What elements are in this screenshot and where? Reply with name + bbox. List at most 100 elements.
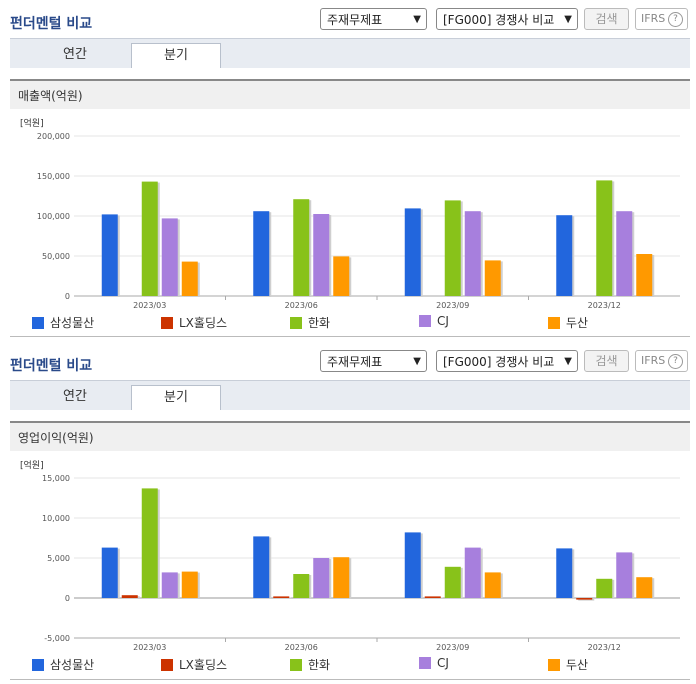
divider (10, 336, 690, 337)
statement-select[interactable]: 주재무제표 ▼ (320, 350, 427, 372)
search-button[interactable]: 검색 (584, 350, 629, 372)
chevron-down-icon: ▼ (564, 14, 572, 25)
bar-두산 (636, 577, 653, 598)
legend-item[interactable]: 한화 (290, 314, 330, 331)
tab-quarterly[interactable]: 분기 (131, 385, 221, 410)
ifrs-badge[interactable]: IFRS? (635, 8, 688, 30)
legend-swatch (419, 657, 431, 669)
bar-한화 (444, 566, 461, 598)
bar-CJ (616, 552, 633, 598)
sales-chart: [억원] 200,000 150,000 100,000 50,000 0 2023/03 2… (20, 117, 680, 310)
legend-item[interactable]: 두산 (548, 314, 588, 331)
bar-CJ (464, 547, 481, 598)
statement-select-value: 주재무제표 (327, 355, 383, 369)
y-tick-label: 10,000 (42, 514, 70, 523)
metric-label: 영업이익(억원) (10, 421, 690, 451)
bar-두산 (181, 261, 198, 296)
bar-CJ (161, 218, 178, 296)
legend-swatch (419, 315, 431, 327)
bar-CJ (313, 214, 330, 296)
y-tick-label: -5,000 (44, 634, 70, 643)
legend-label: LX홀딩스 (179, 316, 228, 330)
chevron-down-icon: ▼ (413, 356, 421, 367)
legend-label: 삼성물산 (50, 658, 95, 672)
bar-한화 (444, 200, 461, 296)
y-tick-label: 50,000 (42, 252, 70, 261)
ifrs-label: IFRS (641, 12, 666, 25)
chevron-down-icon: ▼ (564, 356, 572, 367)
bar-한화 (596, 578, 613, 598)
op-income-chart: [억원] 15,000 10,000 5,000 0 -5,000 2023/03 2023/… (20, 459, 680, 652)
bar-삼성물산 (253, 211, 270, 296)
ifrs-badge[interactable]: IFRS? (635, 350, 688, 372)
legend-item[interactable]: CJ (419, 656, 449, 670)
legend-item[interactable]: LX홀딩스 (161, 314, 227, 331)
bar-LX홀딩스 (576, 598, 593, 600)
legend-item[interactable]: 두산 (548, 656, 588, 673)
y-tick-label: 200,000 (37, 132, 70, 141)
bar-삼성물산 (404, 208, 421, 296)
divider (10, 679, 690, 680)
bar-한화 (141, 181, 158, 296)
help-icon[interactable]: ? (668, 12, 683, 27)
x-tick-label: 2023/09 (436, 301, 469, 310)
legend-swatch (548, 659, 560, 671)
tab-annual[interactable]: 연간 (63, 47, 87, 62)
bar-삼성물산 (556, 215, 573, 296)
bar-LX홀딩스 (273, 596, 290, 598)
legend-swatch (290, 659, 302, 671)
peer-group-select-value: [FG000] 경쟁사 비교 (443, 355, 555, 369)
bar-CJ (161, 572, 178, 598)
x-tick-label: 2023/09 (436, 643, 469, 652)
y-tick-label: 0 (65, 594, 70, 603)
bar-shadow (275, 597, 292, 599)
legend-label: 한화 (308, 316, 331, 330)
bar-한화 (293, 199, 310, 296)
bar-두산 (636, 254, 653, 296)
statement-select[interactable]: 주재무제표 ▼ (320, 8, 427, 30)
bar-삼성물산 (253, 536, 270, 598)
bar-CJ (616, 211, 633, 296)
search-button[interactable]: 검색 (584, 8, 629, 30)
legend-item[interactable]: 삼성물산 (32, 656, 94, 673)
peer-group-select[interactable]: [FG000] 경쟁사 비교 ▼ (436, 350, 578, 372)
panel-title: 펀더멘털 비교 (10, 358, 93, 374)
bar-한화 (141, 488, 158, 598)
bar-두산 (484, 572, 501, 598)
legend-swatch (161, 659, 173, 671)
legend-item[interactable]: CJ (419, 314, 449, 328)
bar-LX홀딩스 (424, 596, 441, 598)
y-tick-label: 0 (65, 292, 70, 301)
y-tick-label: 100,000 (37, 212, 70, 221)
legend-item[interactable]: 한화 (290, 656, 330, 673)
legend-item[interactable]: 삼성물산 (32, 314, 94, 331)
legend-swatch (161, 317, 173, 329)
legend-label: 삼성물산 (50, 316, 95, 330)
legend-label: 두산 (566, 658, 589, 672)
y-tick-label: 15,000 (42, 474, 70, 483)
legend-item[interactable]: LX홀딩스 (161, 656, 227, 673)
bar-shadow (578, 599, 595, 601)
legend-label: CJ (437, 314, 449, 328)
bar-shadow (426, 597, 443, 599)
bar-CJ (464, 211, 481, 296)
legend-label: 한화 (308, 658, 331, 672)
bar-두산 (333, 256, 350, 296)
x-tick-label: 2023/03 (133, 643, 166, 652)
fundamental-panel-op-income: 펀더멘털 비교 주재무제표 ▼ [FG000] 경쟁사 비교 ▼ 검색 IFRS? … (0, 342, 696, 684)
tab-quarterly[interactable]: 분기 (131, 43, 221, 68)
peer-group-select-value: [FG000] 경쟁사 비교 (443, 13, 555, 27)
bar-두산 (333, 557, 350, 598)
panel-title: 펀더멘털 비교 (10, 16, 93, 32)
y-tick-label: 5,000 (47, 554, 70, 563)
legend-label: LX홀딩스 (179, 658, 228, 672)
axis-unit-label: [억원] (20, 117, 44, 129)
y-tick-label: 150,000 (37, 172, 70, 181)
peer-group-select[interactable]: [FG000] 경쟁사 비교 ▼ (436, 8, 578, 30)
legend-label: CJ (437, 656, 449, 670)
bar-삼성물산 (404, 532, 421, 598)
tab-annual[interactable]: 연간 (63, 389, 87, 404)
statement-select-value: 주재무제표 (327, 13, 383, 27)
bar-LX홀딩스 (121, 595, 138, 598)
help-icon[interactable]: ? (668, 354, 683, 369)
